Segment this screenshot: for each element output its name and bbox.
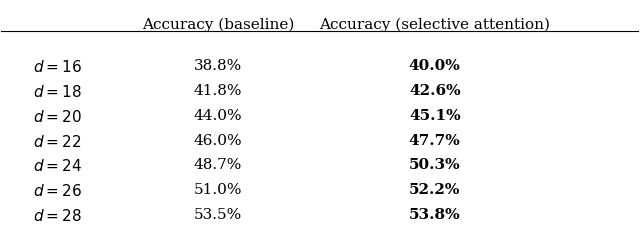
Text: $d = 18$: $d = 18$: [33, 84, 82, 100]
Text: 52.2%: 52.2%: [409, 183, 460, 197]
Text: 53.5%: 53.5%: [194, 208, 242, 222]
Text: 41.8%: 41.8%: [194, 84, 243, 98]
Text: $d = 16$: $d = 16$: [33, 59, 82, 75]
Text: Accuracy (baseline): Accuracy (baseline): [142, 17, 294, 32]
Text: 45.1%: 45.1%: [409, 109, 461, 123]
Text: 46.0%: 46.0%: [194, 134, 243, 147]
Text: $d = 24$: $d = 24$: [33, 158, 82, 174]
Text: Accuracy (selective attention): Accuracy (selective attention): [319, 17, 550, 32]
Text: 42.6%: 42.6%: [409, 84, 461, 98]
Text: $d = 20$: $d = 20$: [33, 109, 82, 125]
Text: $d = 22$: $d = 22$: [33, 134, 81, 150]
Text: 40.0%: 40.0%: [409, 59, 461, 73]
Text: 53.8%: 53.8%: [409, 208, 461, 222]
Text: 44.0%: 44.0%: [194, 109, 243, 123]
Text: 50.3%: 50.3%: [409, 158, 461, 172]
Text: 38.8%: 38.8%: [194, 59, 242, 73]
Text: 47.7%: 47.7%: [409, 134, 461, 147]
Text: 48.7%: 48.7%: [194, 158, 242, 172]
Text: $d = 26$: $d = 26$: [33, 183, 82, 199]
Text: $d = 28$: $d = 28$: [33, 208, 82, 224]
Text: 51.0%: 51.0%: [194, 183, 243, 197]
